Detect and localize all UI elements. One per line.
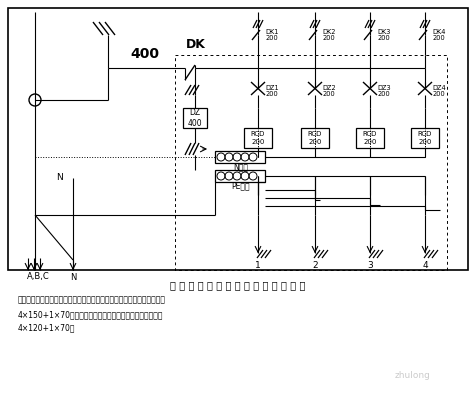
Text: DZ2
200: DZ2 200 bbox=[321, 84, 335, 98]
Text: DK2
200: DK2 200 bbox=[322, 29, 335, 41]
Bar bbox=[215, 170, 265, 182]
Text: DZ4
200: DZ4 200 bbox=[431, 84, 445, 98]
Text: N母排: N母排 bbox=[233, 162, 248, 172]
Text: DZ1
200: DZ1 200 bbox=[265, 84, 278, 98]
Bar bbox=[410, 128, 438, 148]
Text: 注：上图为总配电箱前接线图，由电源接入总配电箱的电缆为橡套软电缆: 注：上图为总配电箱前接线图，由电源接入总配电箱的电缆为橡套软电缆 bbox=[18, 295, 166, 304]
Text: 2: 2 bbox=[311, 261, 317, 269]
Text: DK: DK bbox=[186, 39, 206, 51]
Text: RCD
200: RCD 200 bbox=[417, 131, 431, 144]
Text: 1: 1 bbox=[255, 261, 260, 269]
Bar bbox=[355, 128, 383, 148]
Text: DK4
200: DK4 200 bbox=[431, 29, 445, 41]
Text: 400: 400 bbox=[130, 47, 159, 61]
Text: DZ3
200: DZ3 200 bbox=[377, 84, 390, 98]
Text: 4×150+1×70，总配电箱连接各分配箱的电缆为橡套软电缆: 4×150+1×70，总配电箱连接各分配箱的电缆为橡套软电缆 bbox=[18, 310, 163, 320]
Text: A,B,C: A,B,C bbox=[27, 273, 50, 281]
Text: DZ
400: DZ 400 bbox=[187, 108, 202, 128]
Text: RCD
200: RCD 200 bbox=[307, 131, 321, 144]
Text: RCD
200: RCD 200 bbox=[362, 131, 377, 144]
Bar bbox=[215, 151, 265, 163]
Text: 总 配 电 箱 支 分 路 漏 电 保 护 器 系 统 图: 总 配 电 箱 支 分 路 漏 电 保 护 器 系 统 图 bbox=[170, 280, 305, 290]
Bar bbox=[300, 128, 328, 148]
Text: N: N bbox=[57, 174, 63, 183]
Text: 3: 3 bbox=[367, 261, 372, 269]
Text: DK3
200: DK3 200 bbox=[377, 29, 390, 41]
Text: DK1
200: DK1 200 bbox=[265, 29, 278, 41]
Text: zhulong: zhulong bbox=[394, 371, 430, 380]
Text: 4: 4 bbox=[421, 261, 427, 269]
Bar bbox=[183, 108, 207, 128]
Text: N: N bbox=[69, 273, 76, 283]
Bar bbox=[8, 8, 467, 270]
Text: PE母排: PE母排 bbox=[231, 181, 250, 191]
Text: RCD
200: RCD 200 bbox=[250, 131, 265, 144]
Text: 4×120+1×70．: 4×120+1×70． bbox=[18, 324, 75, 332]
Bar bbox=[244, 128, 271, 148]
